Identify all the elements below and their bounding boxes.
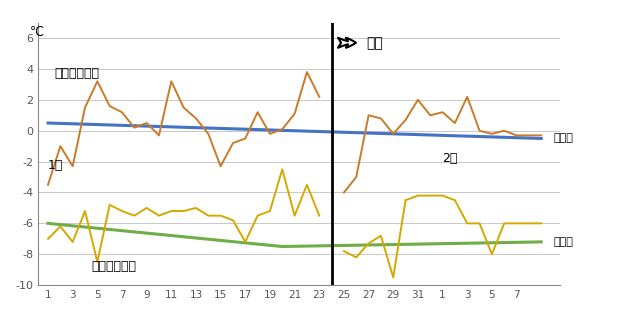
Text: 2月: 2月 <box>443 152 458 165</box>
Text: 平年値: 平年値 <box>553 237 574 247</box>
Text: 予報: 予報 <box>366 36 383 50</box>
Text: 【最高気温】: 【最高気温】 <box>54 67 99 80</box>
Text: ℃: ℃ <box>29 26 43 39</box>
Text: 1月: 1月 <box>48 159 64 172</box>
Text: 【最低気温】: 【最低気温】 <box>91 260 136 273</box>
Text: 平年値: 平年値 <box>553 133 574 144</box>
